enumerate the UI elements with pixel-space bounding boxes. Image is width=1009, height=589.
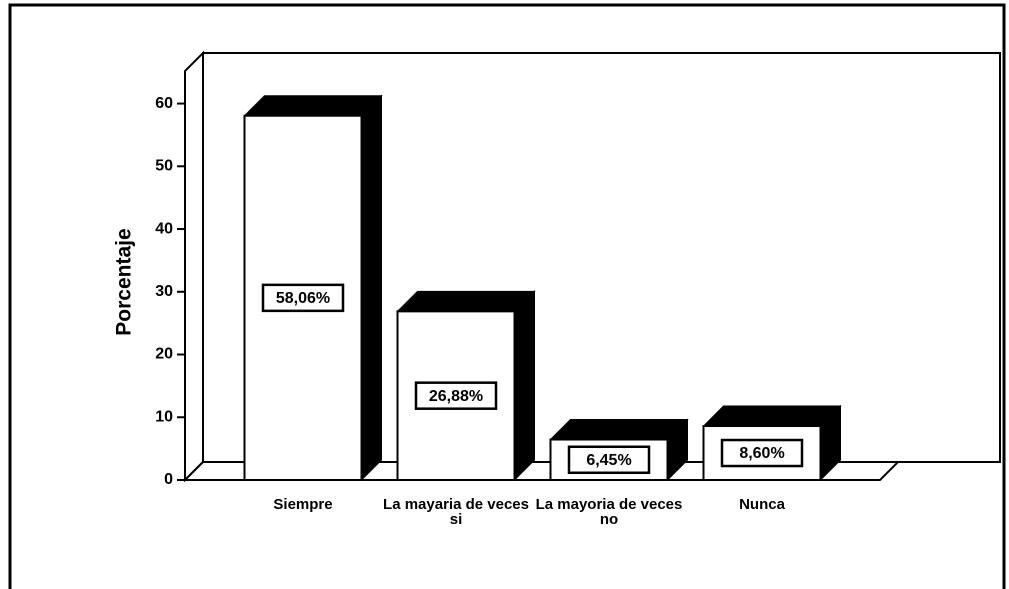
x-tick-label: La mayoria de veces no (535, 496, 683, 528)
y-tick-label: 50 (155, 158, 173, 175)
y-tick-label: 40 (155, 220, 173, 237)
bar-side (514, 290, 535, 482)
value-label-box (414, 381, 498, 410)
bar-top (396, 290, 536, 312)
y-tick-label: 0 (164, 471, 173, 488)
y-tick-label: 20 (155, 346, 173, 363)
value-label-box (261, 283, 345, 313)
value-label: 58,06% (276, 290, 330, 307)
value-label: 8,60% (739, 445, 784, 462)
value-label: 26,88% (429, 388, 483, 405)
y-tick-label: 30 (155, 283, 173, 300)
y-axis-label: Porcentaje (113, 228, 136, 335)
value-label-box (720, 438, 804, 468)
x-tick-label: Siempre (273, 496, 333, 513)
value-label-box (567, 445, 651, 475)
y-tick-label: 60 (155, 95, 173, 112)
value-label: 6,45% (586, 452, 631, 469)
bar-side (361, 94, 382, 482)
y-tick-label: 10 (155, 408, 173, 425)
back-wall (184, 50, 204, 483)
x-tick-label: La mayaria de veces si (383, 496, 529, 528)
bar-top (243, 95, 383, 117)
bar-top (702, 405, 842, 427)
bar-top (549, 419, 689, 441)
frame (8, 3, 1006, 589)
x-tick-label: Nunca (739, 496, 785, 513)
